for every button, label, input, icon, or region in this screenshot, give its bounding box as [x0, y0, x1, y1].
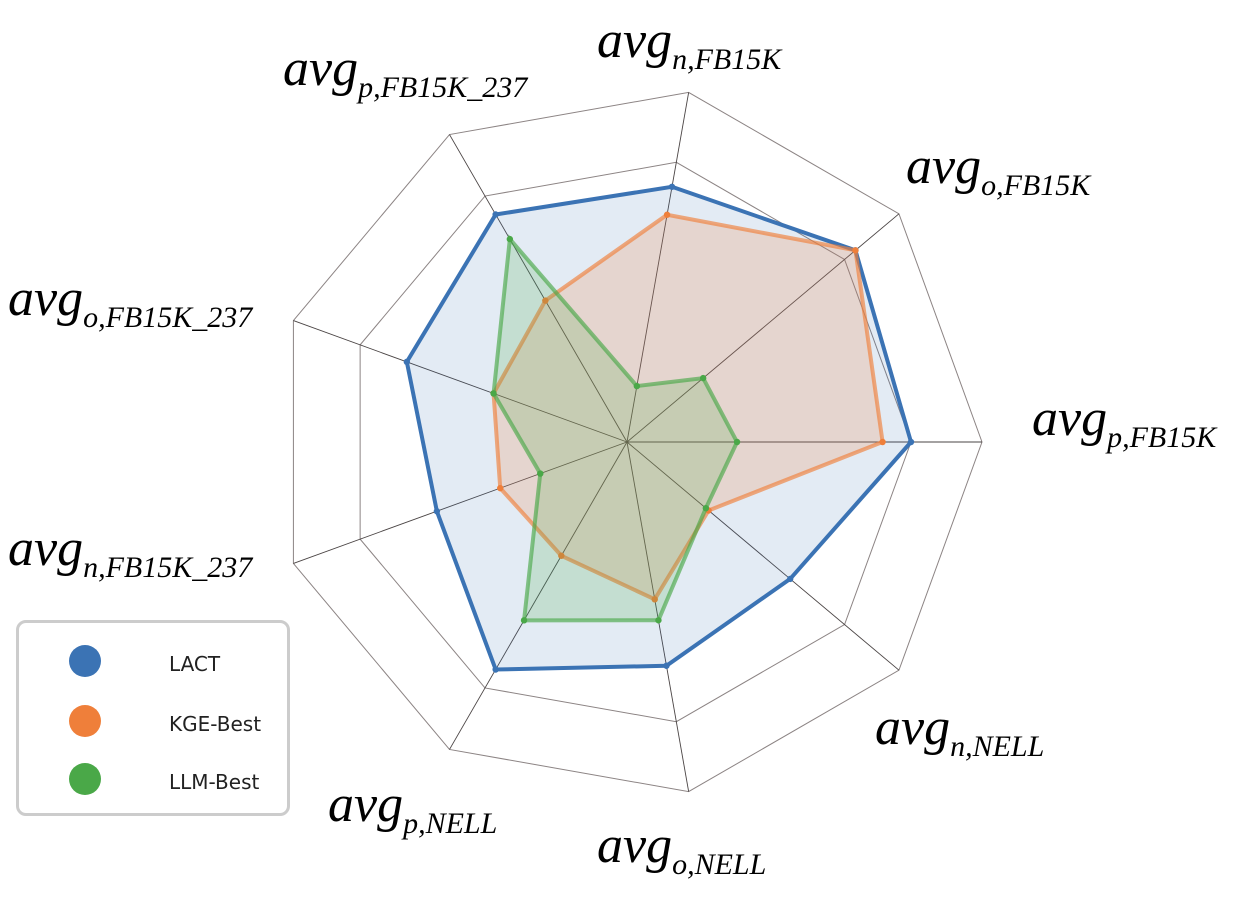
axis-label-5: avgn,FB15K_237 [8, 520, 254, 584]
axis-label-8: avgn,NELL [875, 699, 1044, 763]
axis-label-1: avgo,FB15K [906, 138, 1092, 202]
point-kge-best-2 [663, 211, 671, 218]
grid-ring-0 [359, 161, 912, 723]
axis-label-0: avgp,FB15K [1032, 390, 1218, 454]
point-llm-best-7 [655, 617, 662, 624]
grid-spoke-3 [449, 134, 628, 443]
point-lact-0 [907, 438, 915, 446]
series-line-llm-best [491, 234, 740, 623]
series-layer [403, 183, 915, 673]
grid-spokes [293, 92, 982, 792]
point-llm-best-0 [733, 438, 741, 446]
point-kge-best-0 [879, 438, 886, 446]
point-kge-best-3 [542, 297, 549, 304]
point-lact-4 [403, 358, 411, 366]
point-kge-best-7 [651, 596, 658, 603]
point-kge-best-1 [852, 247, 859, 254]
legend-label-lact: LACT [169, 652, 221, 676]
axis-label-2: avgn,FB15K [597, 12, 783, 76]
legend-swatch-lact [69, 645, 101, 677]
series-line-lact [404, 184, 914, 672]
point-lact-2 [668, 183, 676, 190]
point-kge-best-6 [558, 552, 565, 559]
point-llm-best-2 [633, 382, 641, 390]
point-lact-5 [433, 508, 441, 515]
legend-label-llm-best: LLM-Best [169, 770, 260, 794]
legend-swatch-kge-best [69, 705, 101, 737]
axis-labels: avgp,FB15K avgo,FB15K avgn,FB15K avgp,FB15K… [8, 12, 1218, 881]
legend-item-kge-best: KGE-Best [19, 705, 287, 755]
grid-spoke-5 [293, 441, 628, 564]
point-llm-best-5 [537, 470, 544, 477]
point-llm-best-3 [506, 235, 514, 243]
point-llm-best-1 [699, 374, 707, 382]
grid-spoke-4 [293, 320, 628, 443]
axis-label-3: avgp,FB15K_237 [283, 40, 529, 104]
point-lact-7 [663, 662, 670, 669]
axis-label-7: avgo,NELL [597, 817, 766, 881]
point-lact-8 [786, 575, 794, 583]
grid-ring-1 [292, 91, 983, 793]
grid-spoke-6 [449, 441, 628, 750]
point-llm-best-4 [490, 390, 497, 397]
legend-item-llm-best: LLM-Best [19, 763, 287, 813]
legend-item-lact: LACT [19, 645, 287, 695]
legend-swatch-llm-best [69, 763, 101, 795]
legend-label-kge-best: KGE-Best [169, 712, 262, 736]
point-kge-best-5 [497, 484, 504, 492]
point-llm-best-8 [702, 504, 710, 512]
point-lact-6 [492, 666, 499, 673]
axis-label-6: avgp,NELL [328, 776, 497, 840]
axis-label-4: avgo,FB15K_237 [8, 270, 254, 334]
point-lact-3 [492, 211, 499, 218]
series-line-kge-best [491, 212, 885, 602]
series-area-kge-best [493, 214, 883, 600]
series-area-llm-best [493, 239, 738, 621]
legend: LACT KGE-Best LLM-Best [16, 620, 290, 816]
point-llm-best-6 [520, 617, 528, 624]
grid-rings [292, 91, 983, 793]
series-llm-best [490, 234, 741, 624]
grid-spoke-8 [626, 441, 900, 671]
